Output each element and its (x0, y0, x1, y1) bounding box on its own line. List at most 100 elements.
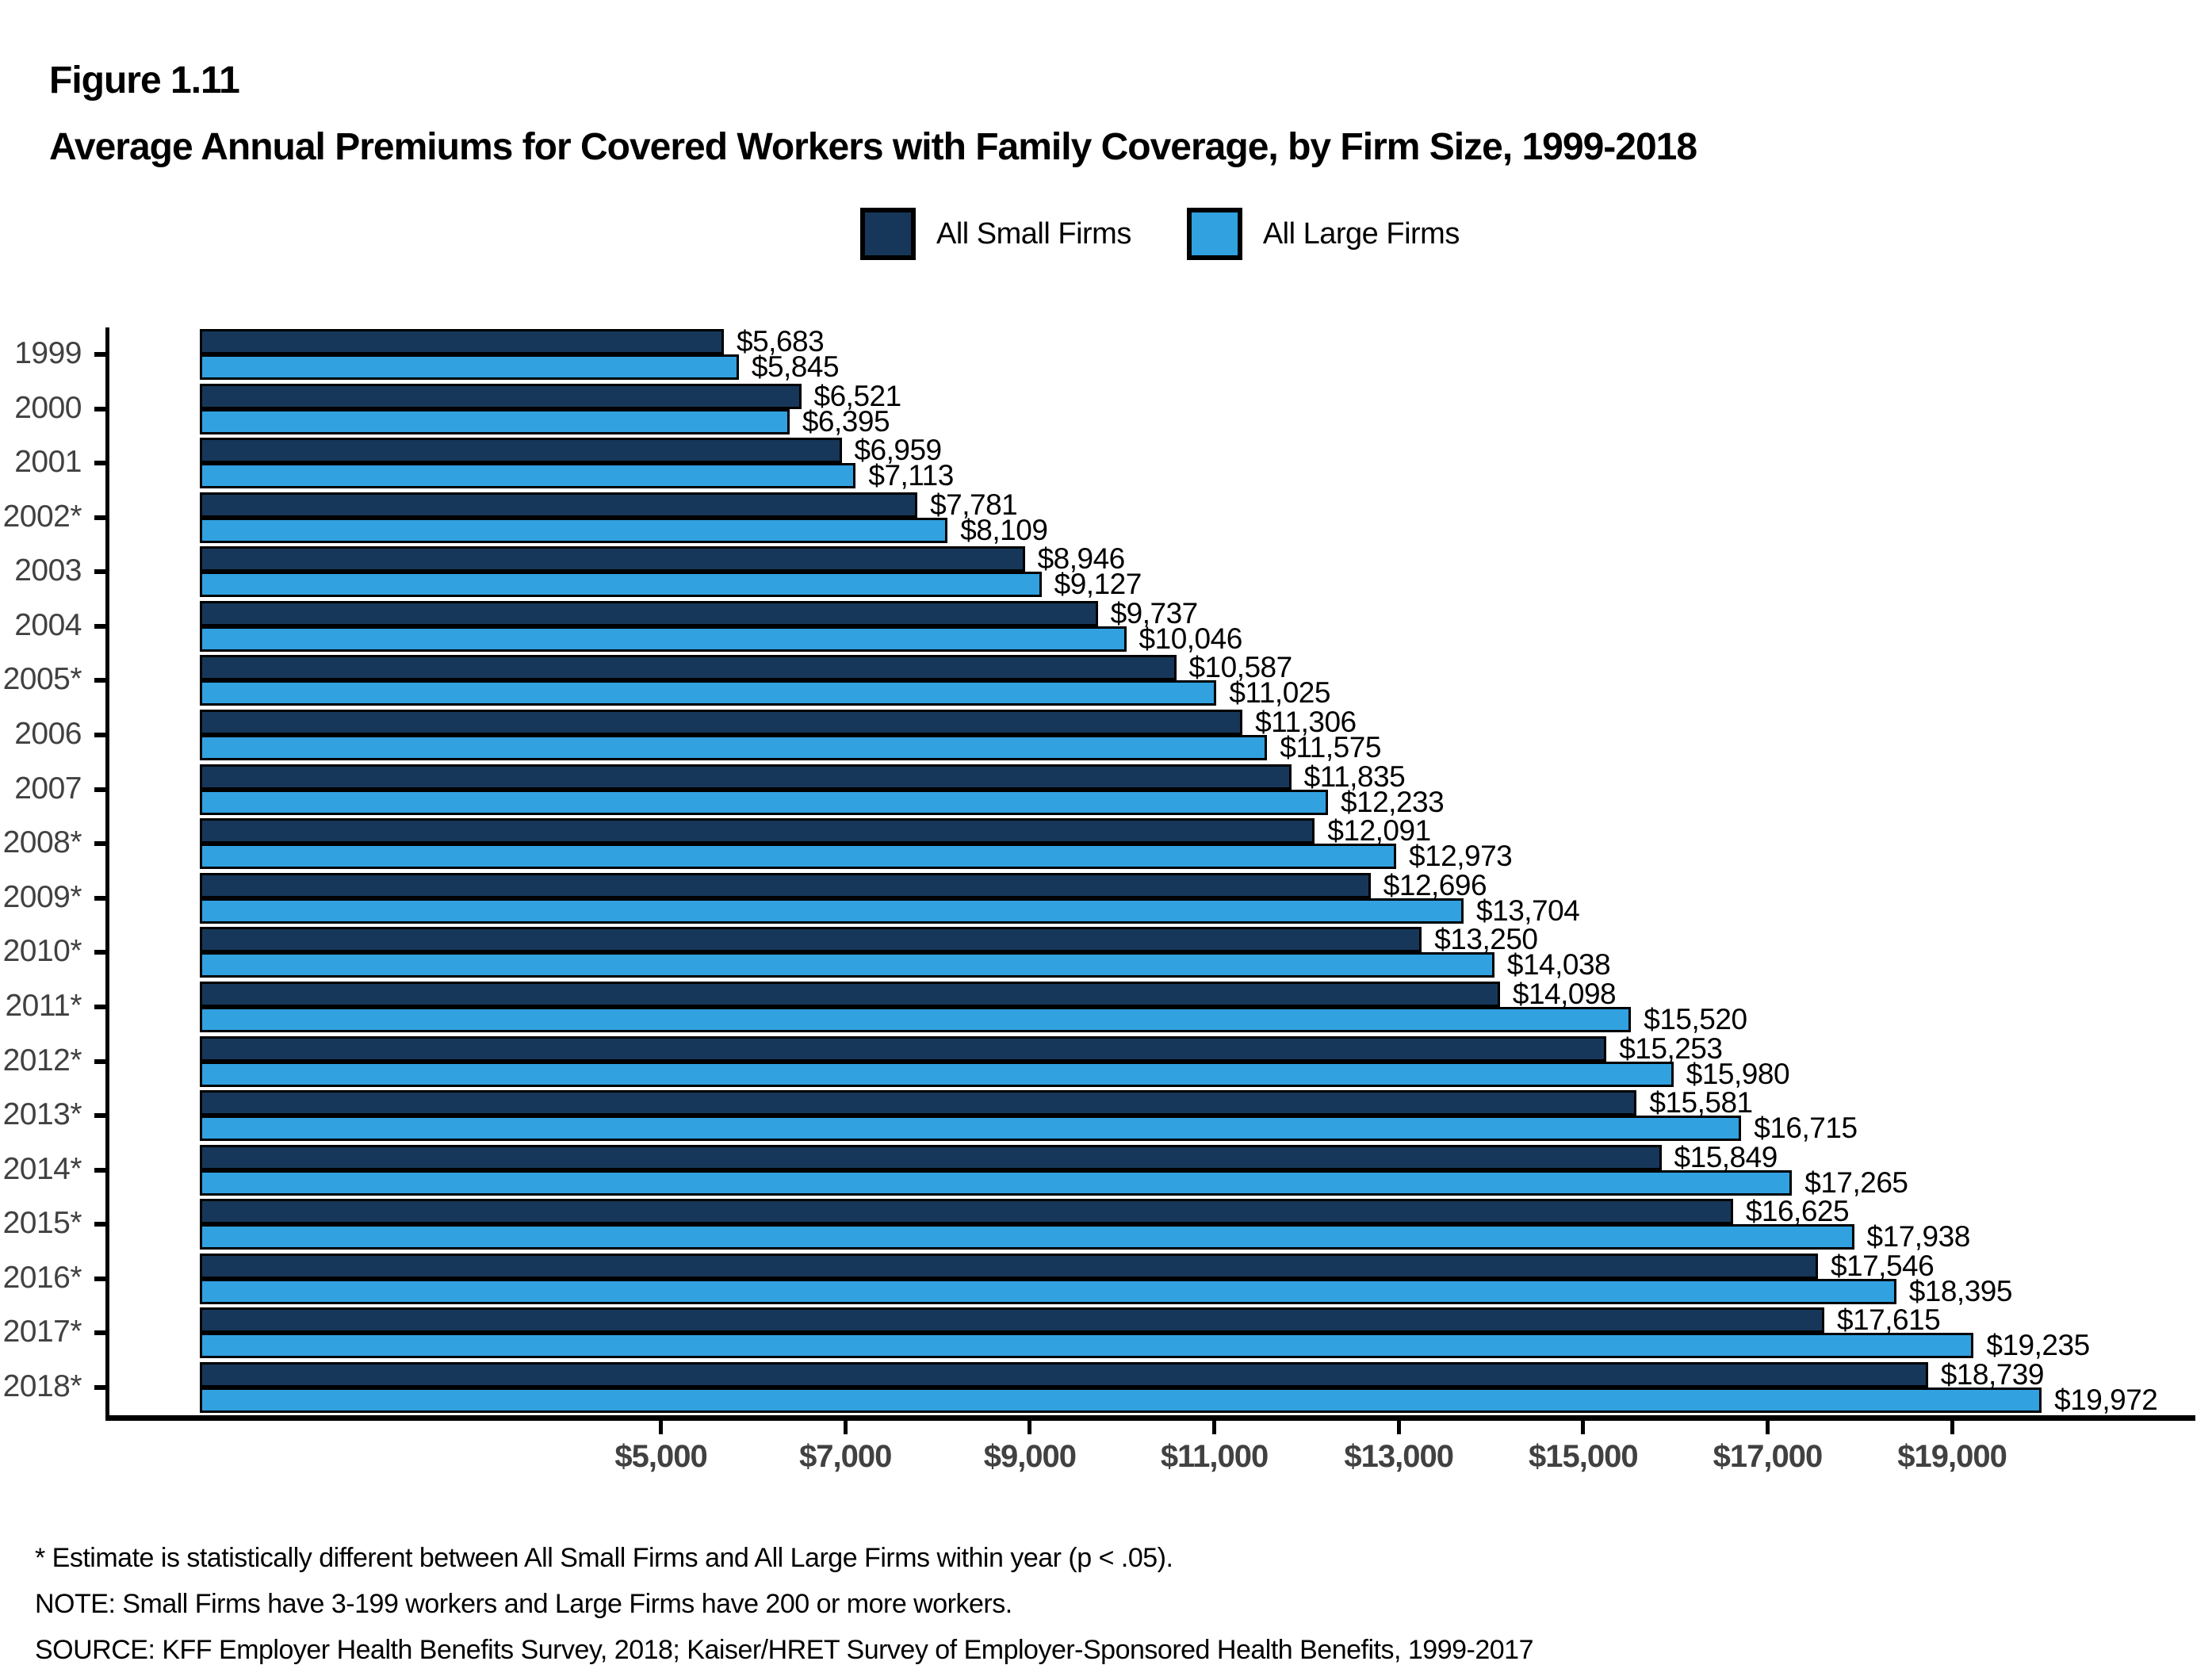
bar-large-firms (200, 1116, 1742, 1142)
small-firms-swatch (860, 208, 916, 260)
year-tick (94, 1167, 105, 1173)
bar-large-firms (200, 1169, 1793, 1196)
x-axis-tick (843, 1421, 848, 1434)
x-axis-tick (1396, 1421, 1401, 1434)
bar-value-label: $16,715 (1754, 1112, 1858, 1145)
bar-large-firms (200, 735, 1268, 761)
bar-value-label: $9,737 (1110, 596, 1199, 630)
chart-row: 2013* $15,581 $16,715 (3, 1086, 2199, 1145)
year-label: 2012* (2, 1043, 82, 1077)
plot-area: 1999 $5,683 $5,845 2000 $6,521 $6,395 2001 $6,9… (3, 321, 2199, 1474)
bar-large-firms (200, 844, 1396, 870)
x-axis-tick-label: $17,000 (1713, 1439, 1824, 1474)
bar-large-firms (200, 408, 790, 434)
x-axis-tick (1765, 1421, 1770, 1434)
year-label: 2011* (5, 988, 82, 1023)
bar-value-label: $15,581 (1649, 1086, 1753, 1120)
bar-small-firms (200, 818, 1315, 844)
year-tick (94, 1113, 105, 1119)
x-axis-tick (659, 1421, 664, 1434)
bar-large-firms (200, 1061, 1674, 1087)
bar-value-label: $13,250 (1434, 923, 1538, 956)
chart-row: 2011* $14,098 $15,520 (5, 978, 2199, 1035)
bar-value-label: $17,938 (1866, 1220, 1971, 1254)
bar-small-firms (200, 1253, 1818, 1279)
x-axis-tick-label: $19,000 (1897, 1439, 2007, 1474)
chart-row: 2018* $18,739 $19,972 (3, 1358, 2199, 1417)
bar-small-firms (200, 1307, 1824, 1334)
year-label: 2015* (2, 1206, 82, 1241)
bar-value-label: $15,253 (1619, 1032, 1723, 1065)
bar-value-label: $10,046 (1139, 622, 1243, 655)
chart-row: 2010* $13,250 $14,038 (3, 923, 2199, 982)
bar-large-firms (200, 463, 856, 489)
year-tick (94, 1058, 105, 1064)
bar-value-label: $19,972 (2054, 1384, 2158, 1417)
bar-small-firms (200, 981, 1500, 1007)
bar-value-label: $18,395 (1908, 1274, 2013, 1307)
chart-row: 2003 $8,946 $9,127 (14, 544, 2199, 599)
x-axis-tick (1950, 1421, 1954, 1434)
bar-small-firms (200, 927, 1422, 953)
year-tick (94, 406, 105, 411)
chart-row: 2015* $16,625 $17,938 (3, 1195, 2199, 1254)
bar-small-firms (200, 1035, 1607, 1062)
chart-row: 2002* $7,781 $8,109 (3, 489, 2199, 546)
footnote-source: SOURCE: KFF Employer Health Benefits Sur… (35, 1635, 1533, 1665)
bar-large-firms (200, 354, 739, 380)
year-label: 2018* (2, 1369, 82, 1404)
x-axis-line (105, 1415, 2195, 1421)
bar-large-firms (200, 1278, 1896, 1304)
bar-value-label: $18,739 (1940, 1358, 2045, 1391)
bar-value-label: $15,980 (1686, 1057, 1790, 1090)
bar-value-label: $13,704 (1476, 894, 1580, 927)
bar-small-firms (200, 764, 1292, 790)
chart-row: 1999 $5,683 $5,845 (14, 327, 2199, 383)
chart-row: 2017* $17,615 $19,235 (3, 1305, 2199, 1362)
year-label: 2000 (14, 390, 82, 425)
bar-large-firms (200, 517, 948, 543)
chart-row: 2016* $17,546 $18,395 (3, 1250, 2199, 1307)
bar-value-label: $12,233 (1340, 785, 1445, 818)
year-tick (94, 461, 105, 466)
bar-value-label: $15,520 (1644, 1002, 1747, 1035)
bar-value-label: $8,109 (960, 513, 1048, 546)
year-label: 2008* (2, 825, 82, 860)
bar-small-firms (200, 872, 1371, 898)
footnotes: * Estimate is statistically different be… (35, 1535, 1533, 1665)
chart-row: 2006 $11,306 $11,575 (14, 706, 2199, 763)
year-label: 2004 (14, 607, 82, 642)
chart-row: 2012* $15,253 $15,980 (3, 1032, 2199, 1090)
x-axis-tick (1028, 1421, 1032, 1434)
footnote-note: NOTE: Small Firms have 3-199 workers and… (35, 1589, 1012, 1619)
x-axis-tick-label: $13,000 (1344, 1439, 1454, 1474)
bar-value-label: $10,587 (1188, 651, 1292, 684)
legend-label-large-firms: All Large Firms (1262, 216, 1460, 251)
chart-row: 2005* $10,587 $11,025 (3, 651, 2199, 708)
bar-value-label: $11,306 (1255, 706, 1357, 739)
bar-value-label: $6,521 (813, 379, 902, 412)
bar-value-label: $14,038 (1506, 948, 1611, 982)
bar-value-label: $16,625 (1745, 1195, 1850, 1228)
year-tick (94, 623, 105, 629)
year-label: 2007 (14, 771, 82, 806)
year-tick (94, 1385, 105, 1391)
bar-value-label: $12,973 (1409, 840, 1513, 873)
bar-small-firms (200, 438, 842, 464)
year-label: 2001 (14, 445, 82, 480)
bar-value-label: $5,845 (751, 350, 840, 383)
legend-item-large-firms: All Large Firms (1186, 208, 1460, 260)
year-tick (94, 678, 105, 683)
bar-value-label: $19,235 (1986, 1329, 2090, 1362)
bar-value-label: $6,959 (854, 434, 942, 467)
x-axis-tick (1581, 1421, 1586, 1434)
year-label: 2006 (14, 717, 82, 752)
bar-small-firms (200, 1362, 1928, 1388)
bar-large-firms (200, 680, 1217, 706)
bar-small-firms (200, 1199, 1733, 1225)
legend-label-small-firms: All Small Firms (936, 216, 1131, 251)
year-label: 2009* (2, 879, 82, 914)
bar-value-label: $17,265 (1804, 1166, 1908, 1199)
chart-row: 2004 $9,737 $10,046 (14, 596, 2199, 655)
